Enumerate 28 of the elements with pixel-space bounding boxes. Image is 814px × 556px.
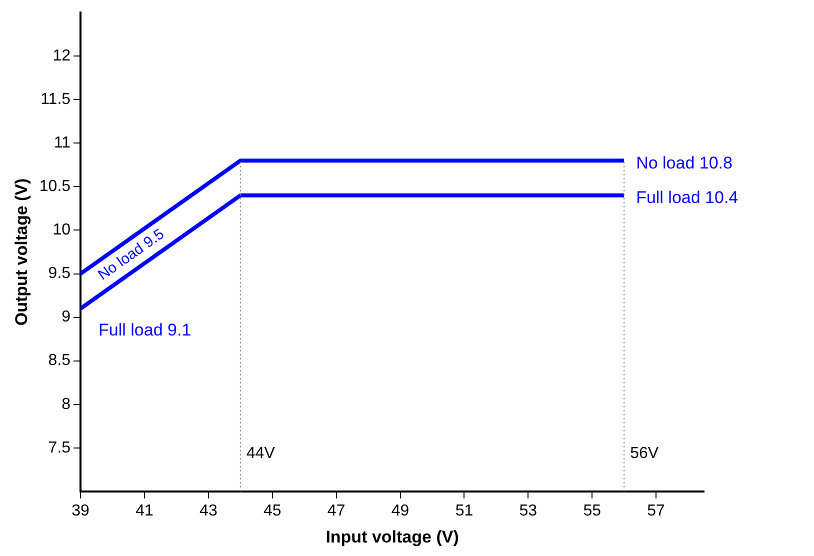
x-tick-label: 43: [200, 502, 218, 520]
y-tick-label: 10: [52, 222, 71, 239]
y-tick-label: 11: [54, 134, 71, 152]
ref-line-label: 56V: [630, 444, 659, 462]
y-tick-label: 9.5: [48, 265, 71, 282]
x-tick-label: 51: [455, 502, 474, 520]
y-tick-label: 8.5: [48, 352, 71, 370]
data-label: No load 10.8: [636, 153, 732, 172]
y-tick-label: 11.5: [40, 91, 71, 108]
x-tick-label: 49: [391, 502, 410, 520]
y-tick-label: 8: [62, 396, 71, 413]
x-tick-label: 39: [72, 502, 90, 520]
y-tick-label: 7.5: [48, 439, 71, 456]
y-axis-title: Output voltage (V): [12, 178, 31, 326]
data-label: No load 9.5: [94, 226, 168, 284]
x-tick-label: 45: [263, 502, 282, 520]
data-label: Full load 10.4: [636, 188, 738, 208]
x-axis-title: Input voltage (V): [326, 527, 459, 546]
y-tick-label: 10.5: [39, 178, 71, 196]
x-tick-label: 53: [519, 502, 538, 520]
x-tick-label: 57: [647, 502, 666, 520]
data-label: Full load 9.1: [98, 320, 192, 340]
x-tick-label: 47: [327, 502, 346, 520]
x-tick-label: 55: [583, 502, 602, 520]
y-tick-label: 12: [52, 48, 71, 65]
x-tick-label: 41: [136, 502, 154, 520]
ref-line-label: 44V: [246, 444, 276, 462]
y-tick-label: 9: [62, 308, 71, 326]
